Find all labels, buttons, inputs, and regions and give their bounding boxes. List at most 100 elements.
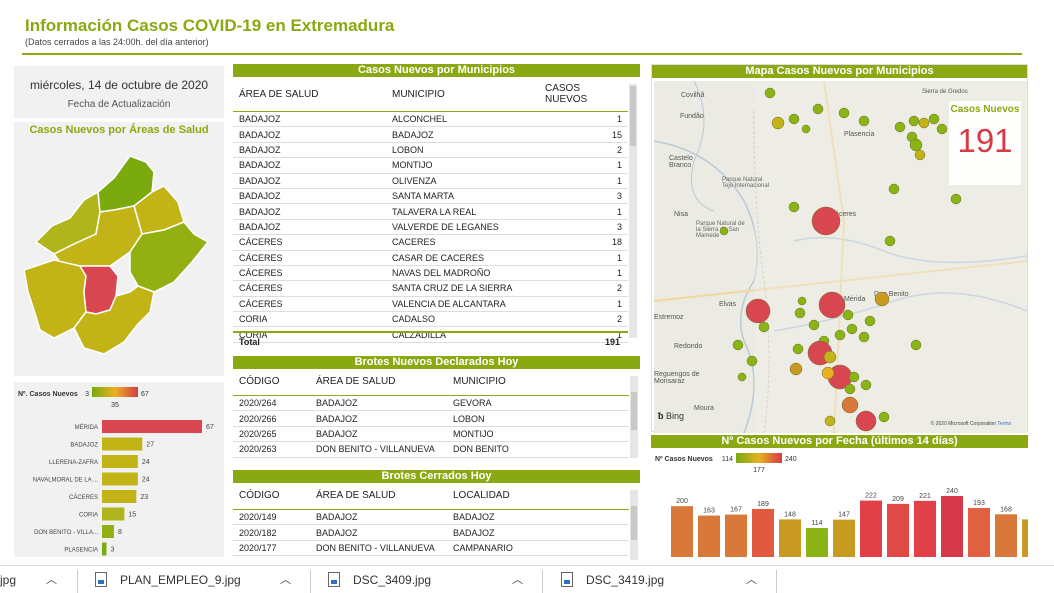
table-row[interactable]: CÁCERES CACERES 18 [233,234,628,251]
case-bubble[interactable] [808,319,820,331]
date-bar[interactable] [725,514,747,557]
chevron-up-icon[interactable]: ︿ [512,574,523,586]
case-bubble[interactable] [737,372,747,382]
chevron-up-icon[interactable]: ︿ [746,574,757,586]
bing-logo[interactable]: ᵬ Bing [658,411,684,421]
case-bubble[interactable] [846,323,858,335]
col-municipio[interactable]: MUNICIPIO [447,369,629,396]
table-row[interactable]: CÁCERES CASAR DE CACERES 1 [233,250,628,266]
download-item[interactable]: DSC_3419.jpg [586,566,664,593]
case-bubble[interactable] [842,309,854,321]
scroll-thumb[interactable] [631,506,637,540]
table-row[interactable]: CORIA CADALSO 2 [233,311,628,328]
chevron-up-icon[interactable]: ︿ [280,574,291,586]
case-bubbles[interactable] [654,81,1027,433]
scroll-thumb[interactable] [630,86,636,146]
table-row[interactable]: BADAJOZ SANTA MARTA 3 [233,188,628,205]
case-bubble[interactable] [834,329,846,341]
table-row[interactable]: 2020/264 BADAJOZ GEVORA [233,395,629,412]
table-row[interactable]: 2020/263 DON BENITO - VILLANUEVA DON BENIT… [233,441,629,458]
case-bubble[interactable] [821,366,835,380]
table-row[interactable]: CÁCERES VALENCIA DE ALCANTARA 1 [233,296,628,313]
case-bubble[interactable] [884,235,896,247]
case-bubble[interactable] [797,296,807,306]
case-bubble[interactable] [789,362,803,376]
bar[interactable] [102,525,114,538]
col-area[interactable]: ÁREA DE SALUD [310,369,447,396]
bar[interactable] [102,455,138,468]
date-bar[interactable] [779,519,801,557]
case-bubble[interactable] [792,343,804,355]
date-bar[interactable] [752,508,774,557]
date-bar[interactable] [941,496,963,557]
table-row[interactable]: CÁCERES SANTA CRUZ DE LA SIERRA 2 [233,280,628,297]
table-row[interactable]: 2020/177 DON BENITO - VILLANUEVA CAMPANARI… [233,540,629,557]
case-bubble[interactable] [812,103,824,115]
case-bubble[interactable] [858,115,870,127]
col-codigo[interactable]: CÓDIGO [233,369,310,396]
case-bubble[interactable] [936,123,948,135]
table-row[interactable]: CORIA CALZADILLA 1 [233,326,628,343]
table-row[interactable]: CÁCERES NAVAS DEL MADROÑO 1 [233,265,628,282]
case-bubble[interactable] [818,291,846,319]
col-area[interactable]: ÁREA DE SALUD [233,77,386,112]
scroll-thumb[interactable] [631,392,637,430]
case-bubble[interactable] [864,315,876,327]
table-row[interactable]: 2020/266 BADAJOZ LOBON [233,410,629,427]
date-bar[interactable] [1022,519,1028,557]
date-bar[interactable] [698,515,720,557]
case-bubble[interactable] [764,87,776,99]
date-bar[interactable] [833,519,855,557]
case-bubble[interactable] [788,113,800,125]
case-bubble[interactable] [719,226,729,236]
date-bar[interactable] [671,506,693,557]
bar[interactable] [102,542,107,556]
case-bubble[interactable] [732,339,744,351]
col-localidad[interactable]: LOCALIDAD [447,483,629,510]
table-row[interactable]: BADAJOZ LOBON 2 [233,142,628,159]
case-bubble[interactable] [909,138,923,152]
case-bubble[interactable] [745,298,771,324]
case-bubble[interactable] [746,355,758,367]
table-row[interactable]: BADAJOZ BADAJOZ 15 [233,126,628,143]
table-row[interactable]: BADAJOZ OLIVENZA 1 [233,173,628,189]
col-codigo[interactable]: CÓDIGO [233,483,310,510]
date-bar[interactable] [806,528,828,557]
case-bubble[interactable] [918,117,930,129]
case-bubble[interactable] [928,113,940,125]
case-bubble[interactable] [874,291,890,307]
chevron-up-icon[interactable]: ︿ [46,574,57,586]
case-bubble[interactable] [855,410,877,432]
bar[interactable] [102,507,125,521]
date-bar[interactable] [968,507,990,557]
case-bubble[interactable] [811,206,841,236]
date-bar[interactable] [995,514,1017,557]
table-row[interactable]: BADAJOZ TALAVERA LA REAL 1 [233,203,628,220]
col-municipio[interactable]: MUNICIPIO [386,77,539,112]
extremadura-areas-map[interactable] [14,142,224,372]
table-row[interactable]: BADAJOZ VALVERDE DE LEGANES 3 [233,219,628,236]
bar[interactable] [102,490,137,503]
table-row[interactable]: BADAJOZ ALCONCHEL 1 [233,111,628,128]
case-bubble[interactable] [914,149,926,161]
table-row[interactable]: 2020/149 BADAJOZ BADAJOZ [233,509,629,526]
municipios-scrollbar[interactable] [629,84,637,338]
case-bubble[interactable] [910,339,922,351]
case-bubble[interactable] [888,183,900,195]
bar[interactable] [102,472,138,486]
case-bubble[interactable] [844,383,856,395]
brotes-cerrados-scrollbar[interactable] [630,490,638,560]
date-bar[interactable] [860,500,882,557]
brotes-nuevos-scrollbar[interactable] [630,376,638,458]
case-bubble[interactable] [894,121,906,133]
date-bar[interactable] [914,500,936,557]
col-casos[interactable]: CASOS NUEVOS [539,77,628,112]
table-row[interactable]: 2020/265 BADAJOZ MONTIJO [233,426,629,443]
terms-link[interactable]: Terms [997,421,1011,427]
case-bubble[interactable] [794,307,806,319]
bar[interactable] [102,437,143,451]
case-bubble[interactable] [801,124,811,134]
table-row[interactable]: BADAJOZ MONTIJO 1 [233,157,628,174]
table-row[interactable]: 2020/182 BADAJOZ BADAJOZ [233,524,629,541]
case-bubble[interactable] [858,331,870,343]
